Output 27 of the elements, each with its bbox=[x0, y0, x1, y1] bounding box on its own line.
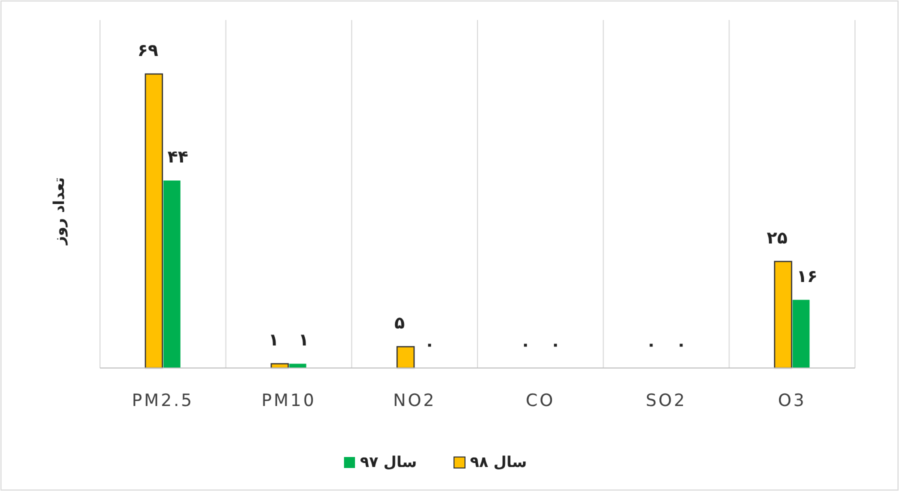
x-tick-label: PM2.5 bbox=[132, 391, 194, 411]
data-label: ۰ bbox=[676, 335, 686, 355]
legend-label: سال ۹۷ bbox=[360, 453, 417, 471]
data-label: ۲۵ bbox=[766, 228, 788, 248]
data-label: ۰ bbox=[520, 335, 531, 355]
data-label: ۱ bbox=[298, 330, 309, 351]
data-label: ۱ bbox=[268, 330, 279, 351]
y-axis-title: تعداد روز bbox=[50, 177, 68, 246]
x-tick-label: NO2 bbox=[393, 391, 436, 411]
data-label: ۱۶ bbox=[796, 266, 818, 287]
data-label: ۵ bbox=[394, 314, 405, 334]
bar bbox=[792, 300, 810, 368]
legend-label: سال ۹۸ bbox=[470, 453, 527, 471]
bar bbox=[144, 73, 164, 369]
bar bbox=[289, 364, 306, 368]
data-label: ۴۴ bbox=[168, 148, 188, 168]
x-tick-label: O3 bbox=[778, 391, 806, 411]
bar bbox=[774, 260, 792, 369]
x-tick-label: PM10 bbox=[261, 391, 316, 411]
bar bbox=[396, 346, 415, 369]
data-label: ۰ bbox=[550, 335, 561, 355]
data-label: ۰ bbox=[646, 335, 656, 355]
x-tick-label: SO2 bbox=[646, 391, 687, 411]
data-label: ۰ bbox=[424, 335, 435, 355]
data-label: ۶۹ bbox=[138, 41, 159, 61]
x-tick-label: CO bbox=[526, 391, 556, 411]
bar bbox=[163, 180, 180, 368]
